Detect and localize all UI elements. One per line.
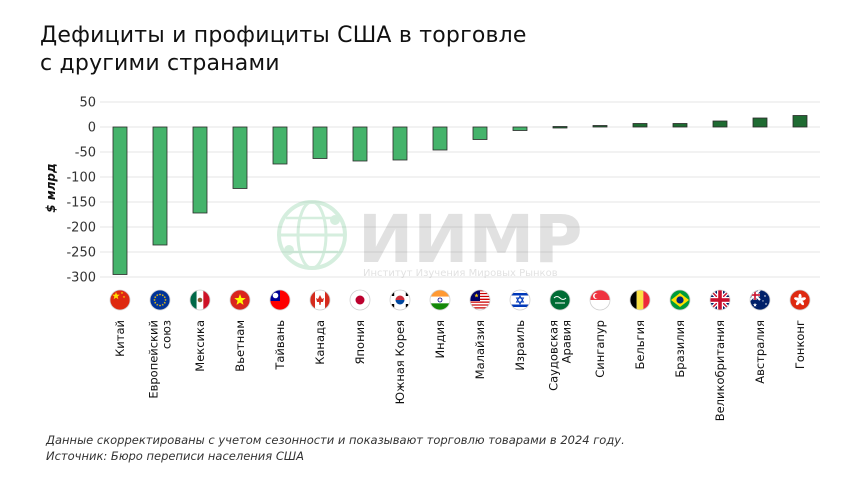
bar xyxy=(672,123,688,128)
bar xyxy=(352,126,368,162)
flag-taiwan-icon xyxy=(269,289,291,311)
bar xyxy=(192,126,208,214)
x-category-label: Индия xyxy=(433,320,447,358)
x-category-label: Европейскийсоюз xyxy=(147,320,174,399)
x-category-label: Япония xyxy=(353,320,367,364)
y-tick-label: -150 xyxy=(66,196,96,211)
bar xyxy=(432,126,448,151)
y-tick-label: -300 xyxy=(66,271,96,286)
flag-saudi-arabia-icon xyxy=(549,289,571,311)
bar xyxy=(312,126,328,159)
source-note: Источник: Бюро переписи населения США xyxy=(46,449,305,463)
flag-india-icon xyxy=(429,289,451,311)
flag-china-icon xyxy=(109,289,131,311)
x-category-label: Канада xyxy=(313,320,327,365)
watermark-globe-icon xyxy=(277,200,347,270)
x-category-label: Китай xyxy=(113,320,127,357)
flag-vietnam-icon xyxy=(229,289,251,311)
flag-malaysia-icon xyxy=(469,289,491,311)
x-category-label: Австралия xyxy=(753,320,767,384)
flag-hong-kong-icon xyxy=(789,289,811,311)
y-tick-label: 0 xyxy=(88,121,96,136)
bar xyxy=(632,123,648,128)
flag-mexico-icon xyxy=(189,289,211,311)
chart-title-line1: Дефициты и профициты США в торговле xyxy=(40,23,527,48)
y-tick-label: 50 xyxy=(79,96,96,111)
flag-south-korea-icon xyxy=(389,289,411,311)
y-tick-label: -50 xyxy=(75,146,96,161)
flag-eu-icon xyxy=(149,289,171,311)
y-tick-label: -200 xyxy=(66,221,96,236)
watermark: ИИМР Институт Изучения Мировых Рынков xyxy=(277,200,583,279)
bar xyxy=(472,126,488,140)
bar xyxy=(592,125,608,128)
x-category-label: Мексика xyxy=(193,320,207,372)
bar xyxy=(232,126,248,189)
bar xyxy=(112,126,128,275)
bar xyxy=(752,117,768,128)
x-category-label: Сингапур xyxy=(593,320,607,378)
trade-balance-chart: ИИМР Институт Изучения Мировых Рынков 50… xyxy=(44,96,820,422)
y-axis-label: $ млрд xyxy=(44,163,58,212)
watermark-logo-text: ИИМР xyxy=(358,201,583,278)
chart-title-line2: с другими странами xyxy=(40,51,280,76)
bar xyxy=(552,126,568,129)
x-axis-labels: Китай Европейскийсоюз Мексика Вьетнам Тайван… xyxy=(113,320,807,422)
flag-singapore-icon xyxy=(589,289,611,311)
flag-canada-icon xyxy=(309,289,331,311)
x-category-label: Бразилия xyxy=(673,320,687,378)
chart-notes: Данные скорректированы с учетом сезоннос… xyxy=(46,432,625,464)
x-category-label: Тайвань xyxy=(273,320,287,371)
flag-uk-icon xyxy=(709,289,731,311)
x-category-label: Малайзия xyxy=(473,320,487,379)
bar xyxy=(792,115,808,128)
bar xyxy=(712,120,728,128)
y-axis-ticks: 50 0 -50 -100 -150 -200 -250 -300 xyxy=(66,96,96,286)
bar xyxy=(152,126,168,246)
x-category-label: Вьетнам xyxy=(233,320,247,372)
chart-title: Дефициты и профициты США в торговле с др… xyxy=(40,22,600,78)
flag-brazil-icon xyxy=(669,289,691,311)
y-tick-label: -250 xyxy=(66,246,96,261)
watermark-subtitle: Институт Изучения Мировых Рынков xyxy=(363,268,558,279)
y-tick-label: -100 xyxy=(66,171,96,186)
bar xyxy=(272,126,288,165)
bar xyxy=(512,126,528,131)
x-category-label: Израиль xyxy=(513,320,527,371)
x-category-label: Бельгия xyxy=(633,320,647,370)
grid-lines xyxy=(100,101,820,278)
bar xyxy=(392,126,408,161)
flag-belgium-icon xyxy=(629,289,651,311)
flag-australia-icon xyxy=(749,289,771,311)
bars xyxy=(112,115,808,275)
x-category-label: Гонконг xyxy=(793,320,807,369)
flag-israel-icon xyxy=(509,289,531,311)
flag-japan-icon xyxy=(349,289,371,311)
x-category-label: Великобритания xyxy=(713,320,727,421)
data-note: Данные скорректированы с учетом сезоннос… xyxy=(46,433,625,447)
x-category-label: Южная Корея xyxy=(393,320,407,404)
flags xyxy=(109,289,811,311)
x-category-label: СаудовскаяАравия xyxy=(547,320,574,391)
